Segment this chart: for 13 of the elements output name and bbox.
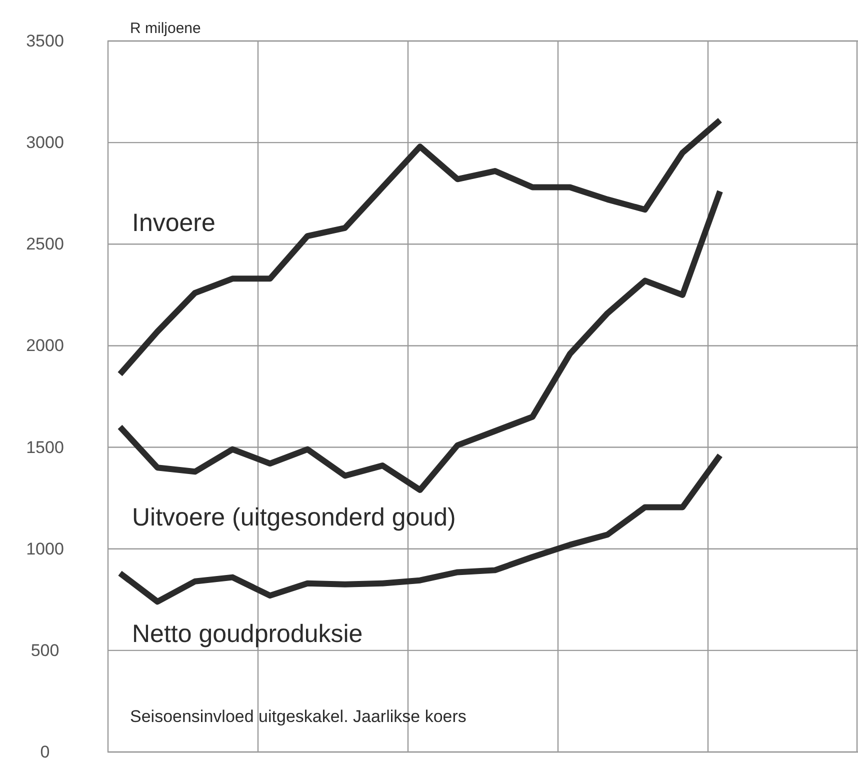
series-label: Netto goudproduksie — [132, 620, 363, 648]
y-tick-label: 1500 — [26, 438, 64, 457]
y-tick-label: 2000 — [26, 336, 64, 356]
y-tick-label: 0 — [40, 742, 50, 758]
y-tick-label: 500 — [30, 640, 60, 660]
series-label: Invoere — [132, 208, 216, 237]
y-tick-label: 3000 — [26, 133, 64, 152]
annotation: Seisoensinvloed uitgeskakel. Jaarlikse koers — [130, 707, 466, 726]
y-tick-label: 3500 — [26, 32, 64, 50]
y-tick-label: 1000 — [26, 539, 64, 558]
y-axis-title: R miljoene — [130, 20, 201, 37]
y-tick-label: 2500 — [26, 234, 64, 254]
series-label: Uitvoere (uitgesonderd goud) — [132, 504, 456, 532]
